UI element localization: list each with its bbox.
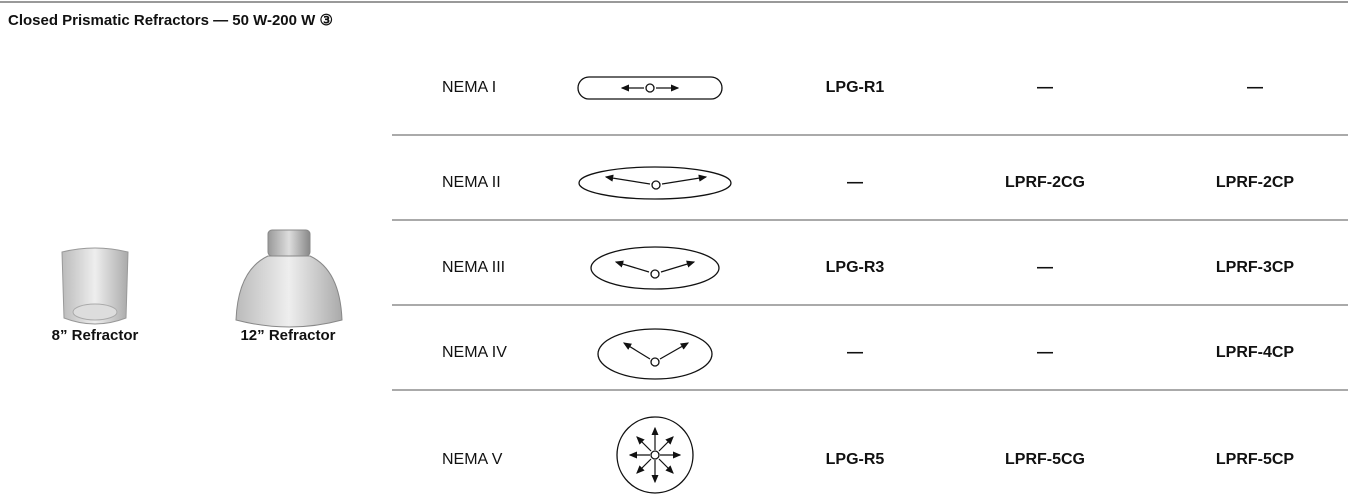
catalog-number: LPRF-5CP: [1216, 451, 1295, 468]
catalog-number: —: [1037, 259, 1053, 276]
nema-type: NEMA II: [442, 174, 501, 191]
catalog-number: LPRF-2CG: [1005, 174, 1085, 191]
catalog-number: —: [1037, 344, 1053, 361]
nema-type: NEMA V: [442, 451, 503, 468]
catalog-number: LPRF-2CP: [1216, 174, 1295, 191]
catalog-number: —: [847, 174, 863, 191]
refractor-12-image: [235, 229, 343, 328]
catalog-number: LPRF-5CG: [1005, 451, 1085, 468]
distribution-diagrams: [577, 76, 732, 494]
catalog-number: LPG-R3: [826, 259, 885, 276]
nema-type: NEMA I: [442, 79, 496, 96]
catalog-number: LPRF-4CP: [1216, 344, 1295, 361]
image-label: 12” Refractor: [240, 327, 335, 344]
nema-type: NEMA III: [442, 259, 505, 276]
catalog-number: LPG-R5: [826, 451, 885, 468]
section-title: Closed Prismatic Refractors — 50 W-200 W…: [8, 12, 333, 29]
image-label: 8” Refractor: [52, 327, 139, 344]
catalog-number: LPRF-3CP: [1216, 259, 1295, 276]
catalog-number: —: [847, 344, 863, 361]
catalog-number: —: [1037, 79, 1053, 96]
refractor-8-image: [61, 247, 129, 325]
catalog-number: —: [1247, 79, 1263, 96]
nema-type: NEMA IV: [442, 344, 507, 361]
catalog-number: LPG-R1: [826, 79, 885, 96]
